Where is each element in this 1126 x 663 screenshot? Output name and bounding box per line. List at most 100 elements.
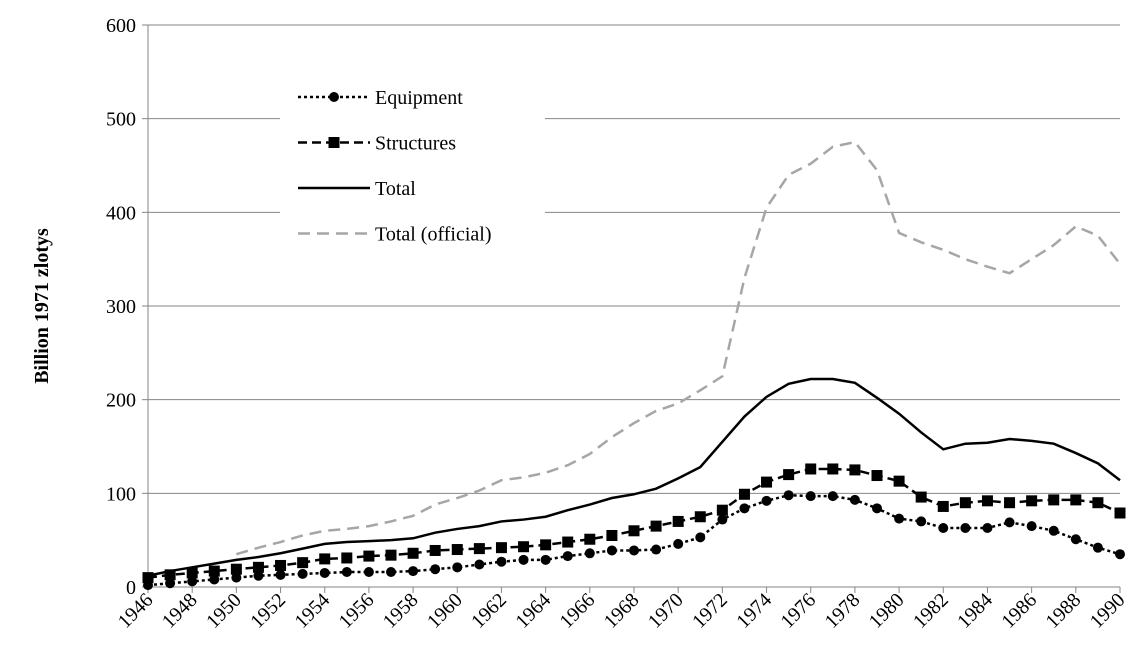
data-point (562, 551, 573, 562)
x-tick-label: 1984 (953, 589, 997, 633)
data-point (872, 503, 882, 514)
data-point (473, 543, 485, 555)
data-point (938, 522, 949, 533)
data-point (805, 491, 816, 502)
y-tick-label: 0 (126, 577, 136, 599)
data-point (451, 544, 463, 556)
data-point (894, 513, 905, 524)
data-point (916, 516, 927, 527)
data-point (1070, 494, 1082, 506)
x-tick-label: 1948 (158, 589, 202, 633)
data-point (341, 567, 352, 578)
data-point (230, 563, 242, 575)
data-point (1026, 521, 1037, 532)
data-point (849, 494, 860, 505)
legend-label: Total (official) (375, 224, 492, 246)
x-tick-label: 1954 (290, 589, 334, 633)
x-tick-label: 1946 (114, 589, 158, 633)
data-point (584, 533, 596, 545)
data-point (495, 542, 507, 554)
data-point (319, 553, 331, 565)
data-point (937, 500, 949, 512)
x-tick-label: 1950 (202, 589, 246, 633)
x-tick-label: 1964 (511, 589, 555, 633)
data-point (253, 570, 264, 581)
x-tick-label: 1978 (821, 589, 865, 633)
data-point (761, 495, 772, 506)
data-point (673, 538, 684, 549)
data-point (827, 491, 838, 502)
series-line (147, 493, 1121, 587)
legend-box (280, 75, 545, 253)
data-point (1115, 549, 1125, 560)
data-point (408, 566, 419, 577)
data-point (651, 544, 662, 555)
x-tick-label: 1966 (556, 589, 600, 633)
legend-label: Structures (375, 133, 456, 155)
data-point (496, 556, 507, 567)
y-tick-label: 200 (106, 390, 136, 412)
data-point (452, 562, 463, 573)
series-line (236, 140, 1121, 556)
data-point (297, 557, 309, 569)
data-point (407, 547, 419, 559)
data-point (695, 532, 706, 543)
data-point (385, 549, 397, 561)
data-point (606, 529, 618, 541)
x-tick-label: 1968 (600, 589, 644, 633)
data-point (363, 550, 375, 562)
series-line (147, 377, 1121, 577)
data-point (275, 559, 287, 571)
y-tick-label: 400 (106, 202, 136, 224)
data-point (739, 503, 750, 514)
data-point (562, 536, 574, 548)
data-point (430, 564, 441, 575)
x-tick-label: 1976 (776, 589, 820, 633)
data-point (231, 572, 242, 583)
data-point (849, 464, 861, 476)
data-point (981, 495, 993, 507)
x-tick-label: 1982 (909, 589, 953, 633)
data-point (628, 525, 640, 537)
x-tick-label: 1972 (688, 589, 732, 633)
data-point (915, 491, 927, 503)
data-point (341, 552, 353, 564)
data-point (716, 504, 728, 516)
data-point (694, 511, 706, 523)
data-point (518, 541, 530, 553)
data-point (252, 561, 264, 573)
data-point (165, 578, 176, 589)
data-point (960, 522, 971, 533)
data-point (606, 545, 617, 556)
data-point (1004, 497, 1016, 509)
data-point (540, 539, 552, 551)
data-point (982, 522, 993, 533)
x-tick-label: 1958 (379, 589, 423, 633)
data-point (1070, 534, 1081, 545)
x-tick-label: 1988 (1042, 589, 1086, 633)
data-point (1048, 525, 1059, 536)
y-axis-title: Billion 1971 zlotys (31, 228, 53, 384)
data-point (629, 545, 639, 556)
data-point (518, 554, 529, 565)
data-point (474, 559, 485, 570)
data-point (1026, 495, 1038, 507)
data-point (1092, 497, 1104, 509)
data-point (540, 554, 551, 565)
data-point (429, 544, 441, 556)
data-point (1092, 542, 1103, 553)
data-point (187, 576, 198, 587)
data-point (1114, 507, 1126, 519)
data-point (142, 572, 154, 584)
data-point (363, 567, 374, 578)
data-point (319, 567, 330, 578)
data-point (717, 514, 728, 525)
data-point (209, 574, 220, 585)
data-point (783, 490, 794, 501)
data-point (208, 565, 220, 577)
x-tick-label: 1974 (732, 589, 776, 633)
x-tick-label: 1970 (644, 589, 688, 633)
data-point (738, 488, 750, 500)
x-tick-label: 1980 (865, 589, 909, 633)
